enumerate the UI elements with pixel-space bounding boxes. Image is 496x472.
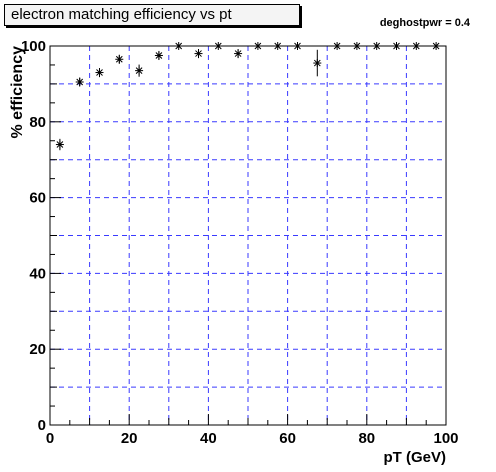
marker-stroke [333, 42, 341, 50]
marker-stroke [432, 42, 440, 50]
x-tick-label: 60 [279, 430, 296, 447]
marker-stroke [412, 42, 420, 50]
y-tick-label: 60 [29, 190, 46, 207]
marker-stroke [254, 42, 262, 50]
data-point [392, 42, 401, 50]
marker-stroke [393, 42, 400, 50]
y-tick-label: 40 [29, 265, 46, 282]
marker-stroke [56, 141, 64, 148]
marker-stroke [135, 67, 143, 74]
chart-title: electron matching efficiency vs pt [4, 4, 300, 26]
parameter-annotation: deghostpwr = 0.4 [379, 17, 470, 29]
x-axis-label: pT (GeV) [384, 449, 447, 466]
marker-stroke [214, 42, 222, 50]
marker-stroke [155, 52, 163, 59]
marker-stroke [96, 69, 103, 76]
data-point [273, 42, 282, 50]
grid-lines [50, 46, 446, 425]
x-tick-label: 80 [358, 430, 375, 447]
data-point [352, 42, 361, 50]
marker-stroke [294, 42, 301, 50]
data-point [333, 42, 342, 50]
axis-ticks [49, 45, 447, 426]
data-point [234, 49, 243, 59]
marker-stroke [373, 42, 381, 50]
data-point [253, 42, 262, 50]
marker-stroke [195, 50, 202, 57]
marker-stroke [76, 78, 84, 86]
marker-stroke [313, 59, 321, 67]
data-point [412, 42, 421, 50]
data-point [135, 64, 144, 77]
data-point [174, 42, 183, 50]
data-point [432, 42, 441, 50]
x-tick-label: 100 [433, 430, 458, 447]
x-tick-label: 40 [200, 430, 217, 447]
data-point [55, 138, 64, 151]
data-point [194, 49, 203, 59]
data-points [55, 42, 441, 151]
data-point [154, 50, 163, 61]
x-tick-labels: 0 20 40 60 80 100 [46, 430, 459, 447]
data-point [313, 49, 322, 77]
x-tick-label: 0 [46, 430, 54, 447]
data-point [214, 42, 223, 50]
marker-stroke [274, 42, 282, 50]
x-tick-label: 20 [121, 430, 138, 447]
y-axis-label: % efficiency [9, 46, 26, 139]
data-point [75, 77, 84, 87]
data-point [293, 42, 302, 50]
marker-stroke [115, 55, 123, 63]
y-tick-labels: 0 20 40 60 80 100 [21, 38, 46, 434]
y-tick-label: 20 [29, 341, 46, 358]
marker-stroke [353, 42, 361, 50]
y-tick-label: 100 [21, 38, 46, 55]
data-point [95, 67, 104, 78]
data-point [372, 42, 381, 50]
data-point [115, 54, 124, 64]
marker-stroke [175, 42, 183, 50]
y-tick-label: 80 [29, 114, 46, 131]
marker-stroke [234, 50, 242, 57]
y-tick-label: 0 [38, 417, 46, 434]
